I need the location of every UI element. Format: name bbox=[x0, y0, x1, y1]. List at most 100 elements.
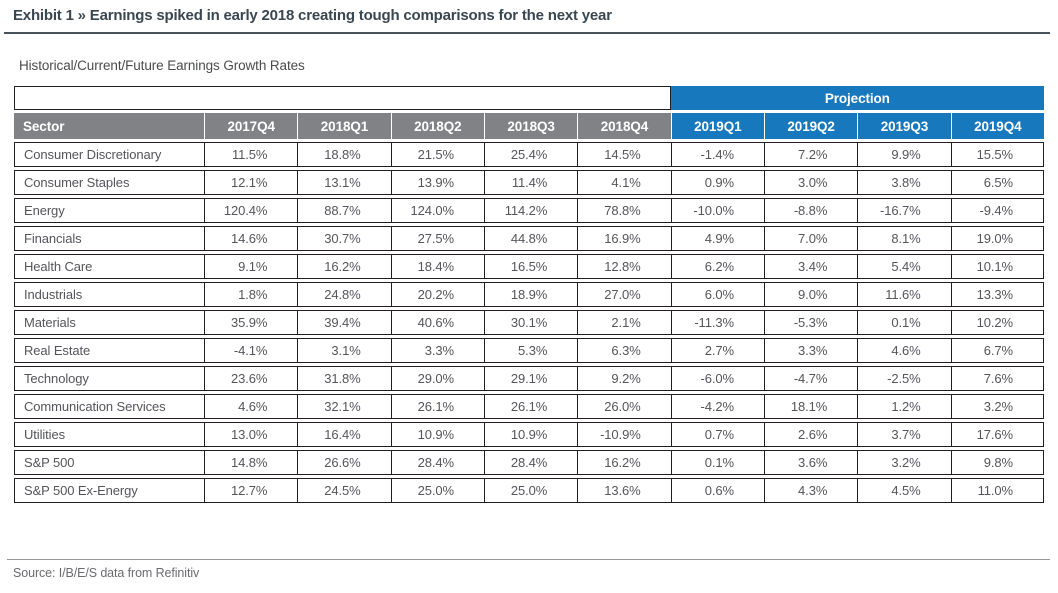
growth-value-cell: 0.1% bbox=[670, 450, 764, 475]
growth-value-cell: 13.3% bbox=[950, 282, 1044, 307]
growth-value-cell: 4.1% bbox=[577, 170, 671, 195]
projection-quarter-header: 2019Q3 bbox=[857, 113, 951, 139]
growth-value-cell: 11.0% bbox=[950, 478, 1044, 503]
growth-value-cell: 28.4% bbox=[390, 450, 484, 475]
table-row: Technology 23.6% 31.8% 29.0% 29.1% 9.2% -6.0% -… bbox=[14, 366, 1044, 391]
growth-value-cell: 23.6% bbox=[204, 366, 298, 391]
growth-value-cell: 29.1% bbox=[483, 366, 578, 391]
table-row: S&P 500 14.8% 26.6% 28.4% 28.4% 16.2% 0.1% 3.6%… bbox=[14, 450, 1044, 475]
growth-value-cell: 25.0% bbox=[483, 478, 578, 503]
growth-value-cell: 124.0% bbox=[390, 198, 484, 223]
growth-value-cell: -8.8% bbox=[763, 198, 858, 223]
growth-value-cell: 6.0% bbox=[670, 282, 764, 307]
growth-value-cell: 14.6% bbox=[204, 226, 298, 251]
growth-value-cell: -9.4% bbox=[950, 198, 1044, 223]
growth-value-cell: 0.6% bbox=[670, 478, 764, 503]
growth-value-cell: 3.6% bbox=[763, 450, 858, 475]
sector-name-cell: Real Estate bbox=[14, 338, 205, 363]
growth-value-cell: 10.9% bbox=[390, 422, 484, 447]
growth-value-cell: -1.4% bbox=[670, 142, 764, 167]
historical-quarter-header: 2018Q2 bbox=[390, 113, 484, 139]
title-divider bbox=[4, 32, 1050, 34]
sector-name-cell: Materials bbox=[14, 310, 205, 335]
growth-value-cell: 0.9% bbox=[670, 170, 764, 195]
table-row: Real Estate -4.1% 3.1% 3.3% 5.3% 6.3% 2.7% 3.3%… bbox=[14, 338, 1044, 363]
growth-value-cell: 19.0% bbox=[950, 226, 1044, 251]
sector-name-cell: Industrials bbox=[14, 282, 205, 307]
growth-value-cell: 6.7% bbox=[950, 338, 1044, 363]
projection-quarter-header: 2019Q1 bbox=[670, 113, 764, 139]
growth-value-cell: 18.8% bbox=[297, 142, 391, 167]
growth-value-cell: 3.3% bbox=[390, 338, 484, 363]
growth-value-cell: -11.3% bbox=[670, 310, 764, 335]
growth-value-cell: 1.2% bbox=[857, 394, 951, 419]
growth-value-cell: 13.1% bbox=[297, 170, 391, 195]
sector-name-cell: S&P 500 Ex-Energy bbox=[14, 478, 205, 503]
growth-value-cell: 39.4% bbox=[297, 310, 391, 335]
table-row: Consumer Discretionary 11.5% 18.8% 21.5% 25.… bbox=[14, 142, 1044, 167]
growth-value-cell: 7.2% bbox=[763, 142, 858, 167]
table-row: Financials 14.6% 30.7% 27.5% 44.8% 16.9% 4.9% 7… bbox=[14, 226, 1044, 251]
growth-value-cell: 16.4% bbox=[297, 422, 391, 447]
growth-value-cell: 10.1% bbox=[950, 254, 1044, 279]
growth-value-cell: 10.2% bbox=[950, 310, 1044, 335]
sector-name-cell: S&P 500 bbox=[14, 450, 205, 475]
growth-value-cell: 4.6% bbox=[204, 394, 298, 419]
table-row: Energy 120.4% 88.7% 124.0% 114.2% 78.8% -10.0%… bbox=[14, 198, 1044, 223]
growth-value-cell: 7.0% bbox=[763, 226, 858, 251]
growth-value-cell: 13.0% bbox=[204, 422, 298, 447]
growth-value-cell: 4.6% bbox=[857, 338, 951, 363]
header-spacer-cell bbox=[14, 86, 671, 110]
growth-value-cell: 26.1% bbox=[390, 394, 484, 419]
historical-quarter-header: 2018Q1 bbox=[297, 113, 391, 139]
growth-value-cell: 5.4% bbox=[857, 254, 951, 279]
table-row: Consumer Staples 12.1% 13.1% 13.9% 11.4% 4.1%… bbox=[14, 170, 1044, 195]
growth-value-cell: 27.0% bbox=[577, 282, 671, 307]
growth-value-cell: -16.7% bbox=[857, 198, 951, 223]
sector-name-cell: Financials bbox=[14, 226, 205, 251]
growth-value-cell: 3.2% bbox=[857, 450, 951, 475]
growth-value-cell: 3.2% bbox=[950, 394, 1044, 419]
growth-value-cell: 26.6% bbox=[297, 450, 391, 475]
growth-value-cell: -6.0% bbox=[670, 366, 764, 391]
growth-value-cell: 25.4% bbox=[483, 142, 578, 167]
growth-value-cell: 2.6% bbox=[763, 422, 858, 447]
growth-value-cell: 14.8% bbox=[204, 450, 298, 475]
growth-value-cell: 6.3% bbox=[577, 338, 671, 363]
growth-value-cell: 13.6% bbox=[577, 478, 671, 503]
growth-value-cell: -4.2% bbox=[670, 394, 764, 419]
sector-name-cell: Health Care bbox=[14, 254, 205, 279]
projection-band-label: Projection bbox=[670, 86, 1044, 110]
growth-value-cell: 32.1% bbox=[297, 394, 391, 419]
growth-value-cell: 18.9% bbox=[483, 282, 578, 307]
growth-value-cell: -4.1% bbox=[204, 338, 298, 363]
growth-value-cell: 4.5% bbox=[857, 478, 951, 503]
growth-value-cell: 6.5% bbox=[950, 170, 1044, 195]
growth-value-cell: 3.3% bbox=[763, 338, 858, 363]
growth-value-cell: 11.5% bbox=[204, 142, 298, 167]
growth-value-cell: 2.1% bbox=[577, 310, 671, 335]
growth-value-cell: 3.8% bbox=[857, 170, 951, 195]
growth-value-cell: 6.2% bbox=[670, 254, 764, 279]
growth-value-cell: 0.7% bbox=[670, 422, 764, 447]
growth-value-cell: 15.5% bbox=[950, 142, 1044, 167]
growth-value-cell: 26.0% bbox=[577, 394, 671, 419]
growth-value-cell: 3.7% bbox=[857, 422, 951, 447]
table-row: Communication Services 4.6% 32.1% 26.1% 26.1… bbox=[14, 394, 1044, 419]
growth-value-cell: 11.4% bbox=[483, 170, 578, 195]
growth-value-cell: 78.8% bbox=[577, 198, 671, 223]
growth-value-cell: 16.2% bbox=[577, 450, 671, 475]
earnings-growth-table: Projection Sector 2017Q4 2018Q1 2018Q2 2018… bbox=[14, 83, 1044, 506]
sector-name-cell: Technology bbox=[14, 366, 205, 391]
growth-value-cell: 4.3% bbox=[763, 478, 858, 503]
column-header-row: Sector 2017Q4 2018Q1 2018Q2 2018Q3 2018Q4 201… bbox=[14, 113, 1044, 139]
sector-column-header: Sector bbox=[14, 113, 205, 139]
growth-value-cell: 10.9% bbox=[483, 422, 578, 447]
growth-value-cell: 16.9% bbox=[577, 226, 671, 251]
growth-value-cell: 13.9% bbox=[390, 170, 484, 195]
growth-value-cell: 9.9% bbox=[857, 142, 951, 167]
growth-value-cell: 4.9% bbox=[670, 226, 764, 251]
growth-value-cell: 11.6% bbox=[857, 282, 951, 307]
exhibit-title: Exhibit 1 » Earnings spiked in early 201… bbox=[13, 7, 612, 24]
growth-value-cell: 14.5% bbox=[577, 142, 671, 167]
